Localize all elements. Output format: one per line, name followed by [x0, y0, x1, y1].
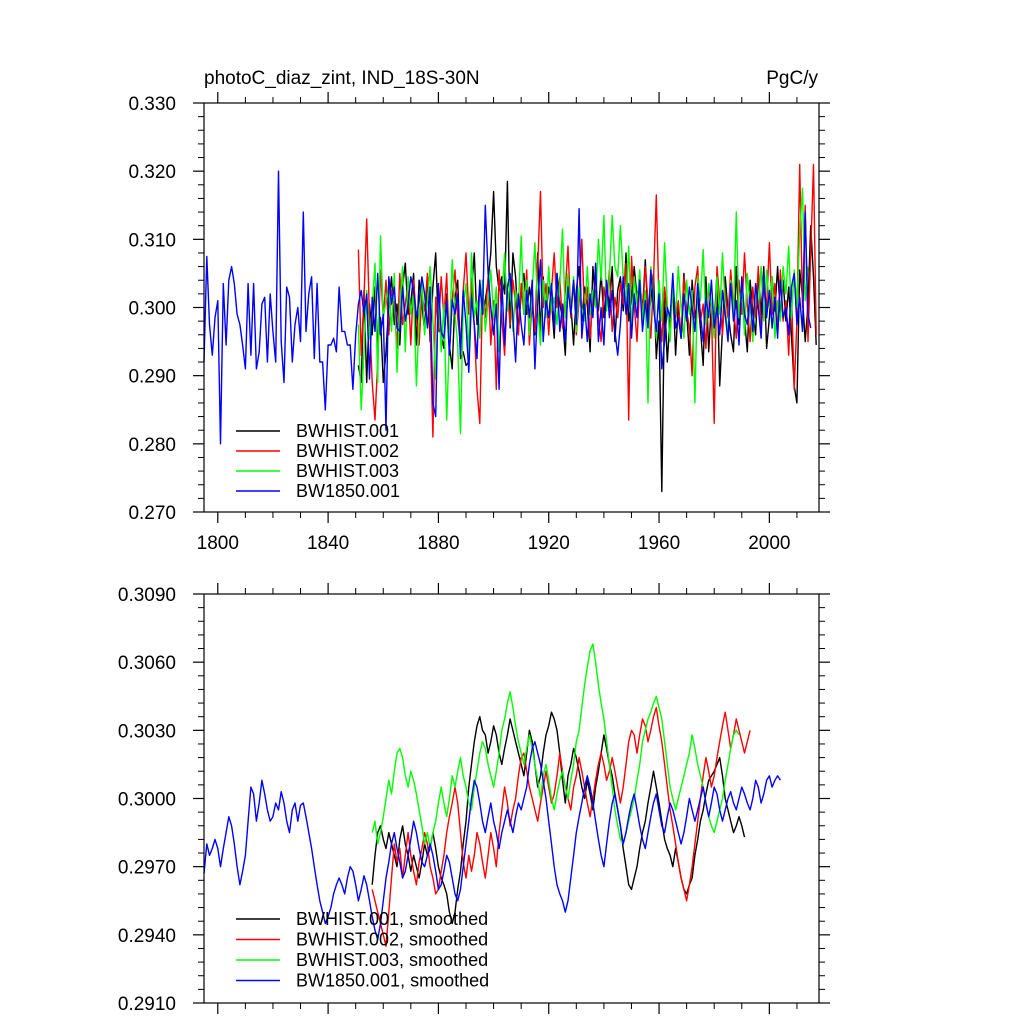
bottom-series-bwhist-003-smoothed: [371, 643, 740, 850]
top-y-tick-label-0: 0.270: [128, 503, 176, 524]
top-legend-label-bwhist-003: BWHIST.003: [296, 461, 399, 481]
top-series-bw1850-001: [203, 170, 812, 445]
bottom-y-tick-label-1: 0.2940: [118, 926, 176, 947]
top-legend-label-bw1850-001: BW1850.001: [296, 481, 400, 501]
top-chart-units: PgC/y: [766, 68, 818, 89]
bottom-y-tick-label-4: 0.3030: [118, 721, 176, 742]
top-x-tick-label-1800: 1800: [197, 533, 239, 554]
bottom-y-tick-label-3: 0.3000: [118, 790, 176, 811]
top-panel: photoC_diaz_zint, IND_18S-30N PgC/y 1800…: [128, 68, 830, 554]
bottom-legend-label-bw1850-001-smoothed: BW1850.001, smoothed: [296, 971, 489, 991]
bottom-axis-ticks: 0.2910 0.2940 0.2970 0.3000 0.3030 0.3060 0.30…: [118, 583, 830, 1015]
top-y-tick-label-2: 0.290: [128, 367, 176, 388]
top-legend-label-bwhist-002: BWHIST.002: [296, 441, 399, 461]
top-legend-label-bwhist-001: BWHIST.001: [296, 421, 399, 441]
bottom-plot-frame: [203, 593, 820, 1004]
bottom-legend-label-bwhist-002-smoothed: BWHIST.002, smoothed: [296, 930, 488, 950]
top-x-tick-label-1880: 1880: [417, 533, 459, 554]
bottom-y-tick-label-5: 0.3060: [118, 653, 176, 674]
bottom-y-tick-label-6: 0.3090: [118, 585, 176, 606]
top-y-tick-label-3: 0.300: [128, 299, 176, 320]
top-plot-frame: [203, 102, 820, 513]
bottom-y-tick-label-0: 0.2910: [118, 994, 176, 1015]
top-series-bwhist-002: [357, 163, 817, 438]
top-y-tick-label-6: 0.330: [128, 94, 176, 115]
top-y-tick-label-5: 0.320: [128, 162, 176, 183]
bottom-series-bw1850-001-smoothed: [203, 741, 781, 941]
bottom-series-group: [203, 643, 781, 947]
top-x-tick-label-1920: 1920: [528, 533, 570, 554]
top-chart-title: photoC_diaz_zint, IND_18S-30N: [204, 68, 480, 89]
bottom-legend-label-bwhist-001-smoothed: BWHIST.001, smoothed: [296, 909, 488, 929]
top-series-group: [203, 163, 817, 493]
top-x-tick-label-2000: 2000: [748, 533, 790, 554]
top-x-tick-label-1960: 1960: [638, 533, 680, 554]
top-x-tick-label-1840: 1840: [307, 533, 349, 554]
bottom-panel: 0.2910 0.2940 0.2970 0.3000 0.3030 0.3060 0.30…: [118, 583, 830, 1015]
top-axis-ticks: 1800 1840 1880 1920 1960 2000 0.270 0.280 0.290 0…: [128, 92, 830, 554]
top-y-tick-label-1: 0.280: [128, 435, 176, 456]
bottom-series-bwhist-002-smoothed: [371, 706, 751, 947]
top-y-tick-label-4: 0.310: [128, 230, 176, 251]
bottom-y-tick-label-2: 0.2970: [118, 858, 176, 879]
bottom-legend-label-bwhist-003-smoothed: BWHIST.003, smoothed: [296, 950, 488, 970]
